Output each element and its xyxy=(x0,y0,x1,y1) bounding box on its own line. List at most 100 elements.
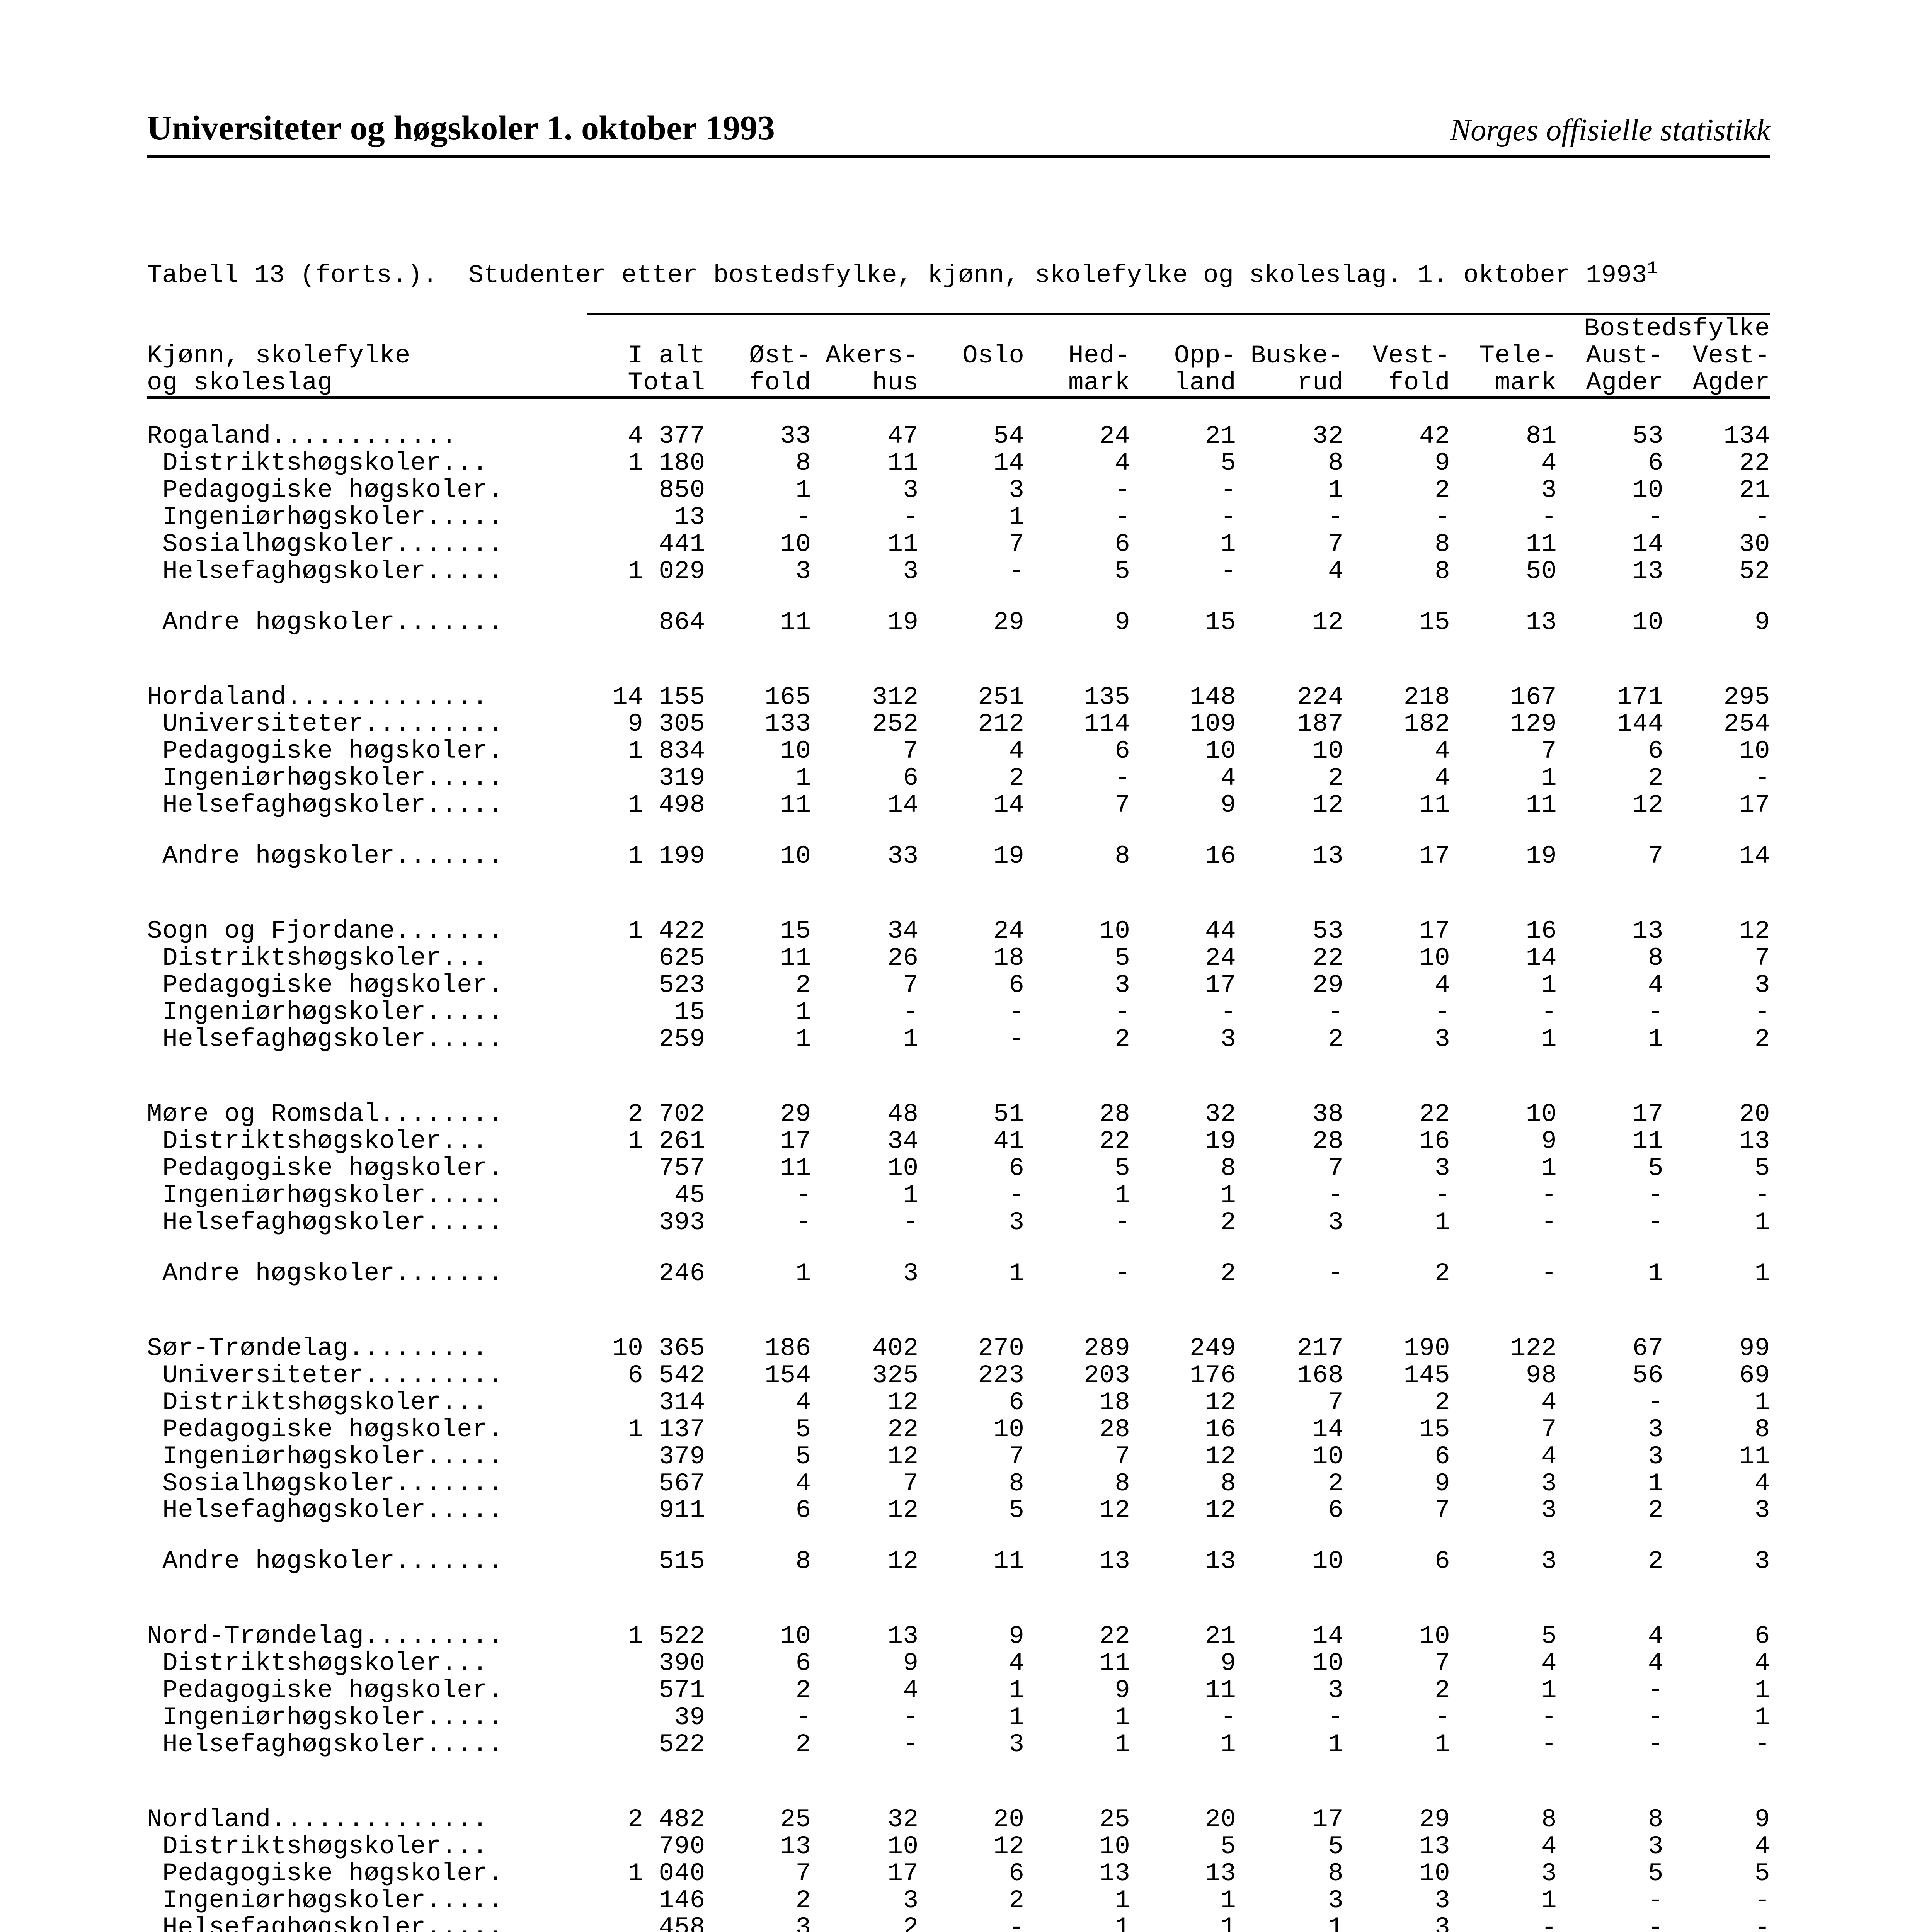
col-h1-9: Aust- xyxy=(1557,342,1663,369)
cell: 7 xyxy=(1236,531,1343,558)
cell: 11 xyxy=(1130,1677,1236,1704)
cell: 145 xyxy=(1343,1362,1450,1389)
cell: 2 xyxy=(705,1677,811,1704)
col-h2-7: fold xyxy=(1343,369,1450,398)
cell: 13 xyxy=(1025,1860,1130,1887)
row-label: Distriktshøgskoler... xyxy=(147,1833,587,1860)
cell: 1 xyxy=(1130,1914,1236,1932)
col-h1-5: Opp- xyxy=(1130,342,1236,369)
cell: 2 xyxy=(1343,1677,1450,1704)
cell: 319 xyxy=(587,765,705,792)
cell: 4 xyxy=(1343,738,1450,765)
cell: - xyxy=(1236,504,1343,531)
col-h1-10: Vest- xyxy=(1663,342,1770,369)
cell: - xyxy=(1557,1209,1663,1236)
table-row: Helsefaghøgskoler.....1 4981114147912111… xyxy=(147,792,1770,819)
cell: 4 xyxy=(1557,1650,1663,1677)
cell: - xyxy=(1450,1209,1557,1236)
row-label: Andre høgskoler....... xyxy=(147,609,587,636)
cell: 8 xyxy=(1557,945,1663,972)
cell: 3 xyxy=(1343,1914,1450,1932)
col-h2-2: hus xyxy=(811,369,919,398)
cell: 7 xyxy=(811,972,919,999)
cell: 5 xyxy=(1450,1623,1557,1650)
cell: 13 xyxy=(1130,1860,1236,1887)
cell: 12 xyxy=(1130,1443,1236,1470)
cell: 2 xyxy=(811,1914,919,1932)
cell: 67 xyxy=(1557,1335,1663,1362)
cell: 2 xyxy=(1557,1497,1663,1524)
cell: 1 xyxy=(1450,1887,1557,1914)
cell: 22 xyxy=(1663,450,1770,477)
cell: - xyxy=(1130,504,1236,531)
cell: 8 xyxy=(1236,1860,1343,1887)
cell: 8 xyxy=(1130,1470,1236,1497)
cell: - xyxy=(919,1182,1025,1209)
row-label: Helsefaghøgskoler..... xyxy=(147,1731,587,1758)
cell: 14 xyxy=(811,792,919,819)
table-row: Pedagogiske høgskoler.523276317294143 xyxy=(147,972,1770,999)
cell: 13 xyxy=(1557,918,1663,945)
cell: 18 xyxy=(1025,1389,1130,1416)
cell: 1 xyxy=(1025,1182,1130,1209)
cell: 1 xyxy=(1557,1260,1663,1287)
cell: 7 xyxy=(919,531,1025,558)
col-h2-4: mark xyxy=(1025,369,1130,398)
table-title: Tabell 13 (forts.). Studenter etter bost… xyxy=(147,259,1770,290)
cell: 11 xyxy=(705,1155,811,1182)
cell: - xyxy=(1343,999,1450,1026)
cell: 8 xyxy=(1343,558,1450,585)
cell: 10 xyxy=(705,531,811,558)
cell: 168 xyxy=(1236,1362,1343,1389)
cell: - xyxy=(1663,1731,1770,1758)
table-row: Helsefaghøgskoler.....25911-2323112 xyxy=(147,1026,1770,1053)
cell: 523 xyxy=(587,972,705,999)
cell: 22 xyxy=(1025,1128,1130,1155)
cell: 1 xyxy=(919,504,1025,531)
cell: - xyxy=(1663,1887,1770,1914)
cell: 13 xyxy=(1343,1833,1450,1860)
cell: 11 xyxy=(1450,531,1557,558)
row-label: Nord-Trøndelag......... xyxy=(147,1623,587,1650)
cell: 41 xyxy=(919,1128,1025,1155)
cell: 10 xyxy=(1236,1548,1343,1575)
super-header: Bostedsfylke xyxy=(587,314,1770,342)
row-label: Sosialhøgskoler....... xyxy=(147,531,587,558)
cell: 14 xyxy=(1450,945,1557,972)
cell: 17 xyxy=(1557,1101,1663,1128)
cell: 12 xyxy=(919,1833,1025,1860)
cell: 32 xyxy=(811,1806,919,1833)
table-title-main: Studenter etter bostedsfylke, kjønn, sko… xyxy=(468,261,1647,290)
cell: 3 xyxy=(1663,1497,1770,1524)
table-title-prefix: Tabell 13 (forts.). xyxy=(147,261,438,290)
cell: 6 xyxy=(705,1650,811,1677)
cell: 13 xyxy=(1663,1128,1770,1155)
cell: 34 xyxy=(811,918,919,945)
cell: 13 xyxy=(705,1833,811,1860)
cell: 2 xyxy=(1025,1026,1130,1053)
cell: 146 xyxy=(587,1887,705,1914)
cell: - xyxy=(1557,1731,1663,1758)
cell: 1 xyxy=(1663,1260,1770,1287)
cell: 4 xyxy=(919,1650,1025,1677)
cell: 2 xyxy=(705,1887,811,1914)
cell: 7 xyxy=(1236,1389,1343,1416)
cell: 22 xyxy=(811,1416,919,1443)
cell: 3 xyxy=(811,1887,919,1914)
table-row: Nord-Trøndelag.........1 522101392221141… xyxy=(147,1623,1770,1650)
cell: 25 xyxy=(705,1806,811,1833)
cell: - xyxy=(1663,1182,1770,1209)
cell: 51 xyxy=(919,1101,1025,1128)
cell: 5 xyxy=(705,1443,811,1470)
row-label: Helsefaghøgskoler..... xyxy=(147,792,587,819)
cell: 515 xyxy=(587,1548,705,1575)
cell: 7 xyxy=(919,1443,1025,1470)
cell: 9 xyxy=(1663,609,1770,636)
cell: 24 xyxy=(1130,945,1236,972)
cell: 1 xyxy=(1343,1209,1450,1236)
cell: 21 xyxy=(1130,1623,1236,1650)
cell: 270 xyxy=(919,1335,1025,1362)
cell: 6 xyxy=(1025,531,1130,558)
cell: 5 xyxy=(705,1416,811,1443)
cell: 7 xyxy=(811,1470,919,1497)
